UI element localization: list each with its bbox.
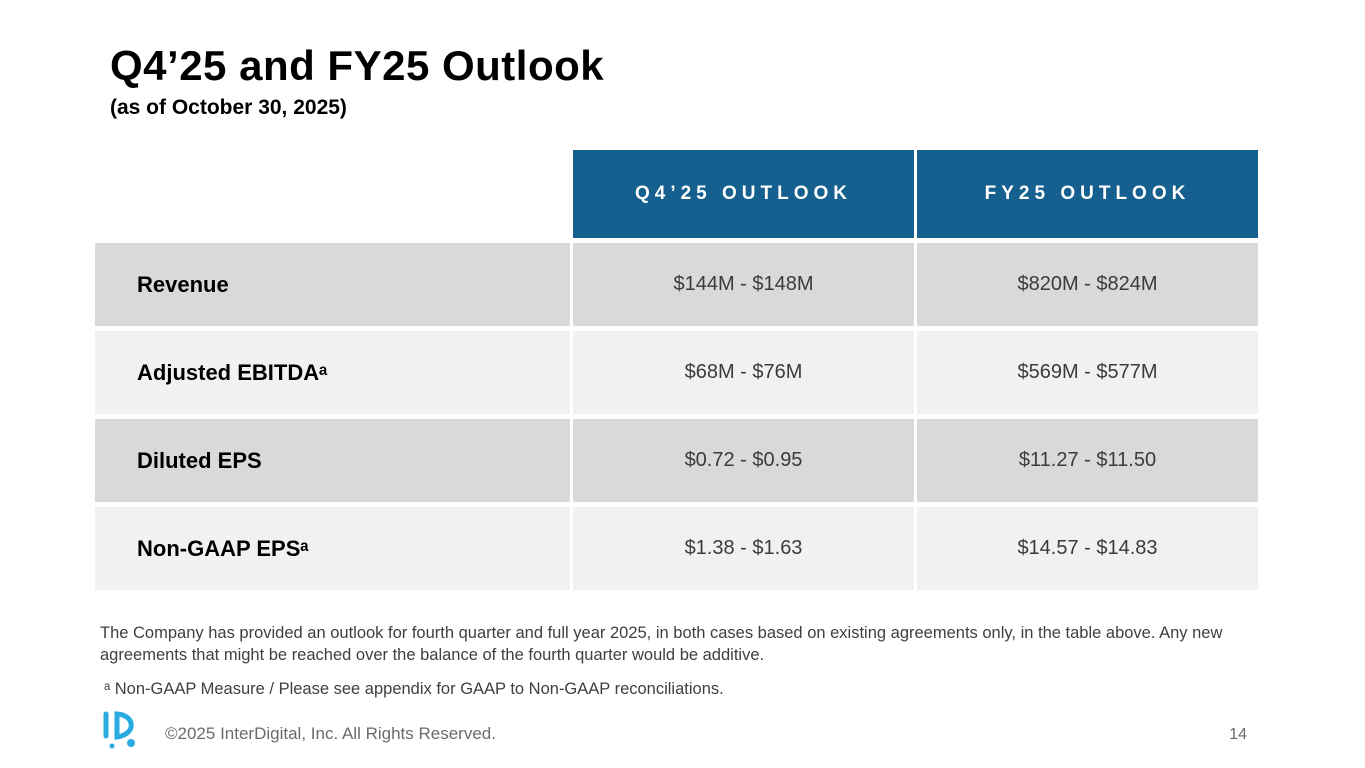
- non-gaap-footnote: ᵃ Non-GAAP Measure / Please see appendix…: [104, 680, 724, 698]
- title-block: Q4’25 and FY25 Outlook (as of October 30…: [110, 42, 604, 120]
- page-subtitle: (as of October 30, 2025): [110, 96, 347, 119]
- row-label-revenue: Revenue: [95, 243, 570, 326]
- interdigital-logo: [103, 711, 135, 749]
- copyright-text: ©2025 InterDigital, Inc. All Rights Rese…: [165, 724, 496, 743]
- row-label-adjusted-ebitda: Adjusted EBITDAᵃ: [95, 331, 570, 414]
- page-number: 14: [1229, 726, 1247, 743]
- diluted-eps-q4-value: $0.72 - $0.95: [573, 419, 914, 502]
- page-title: Q4’25 and FY25 Outlook: [110, 42, 605, 89]
- table-header-fy25: FY25 OUTLOOK: [917, 150, 1258, 238]
- diluted-eps-fy-value: $11.27 - $11.50: [917, 419, 1258, 502]
- row-label-non-gaap-eps: Non-GAAP EPSᵃ: [95, 507, 570, 590]
- table-header-empty: [95, 150, 570, 238]
- table-header-q425: Q4’25 OUTLOOK: [573, 150, 914, 238]
- revenue-q4-value: $144M - $148M: [573, 243, 914, 326]
- row-label-diluted-eps: Diluted EPS: [95, 419, 570, 502]
- footer: ©2025 InterDigital, Inc. All Rights Rese…: [0, 710, 1365, 754]
- non-gaap-eps-q4-value: $1.38 - $1.63: [573, 507, 914, 590]
- outlook-note-paragraph: The Company has provided an outlook for …: [100, 624, 1223, 665]
- adjusted-ebitda-fy-value: $569M - $577M: [917, 331, 1258, 414]
- outlook-table: Q4’25 OUTLOOK FY25 OUTLOOK Revenue $144M…: [95, 150, 1258, 590]
- non-gaap-eps-fy-value: $14.57 - $14.83: [917, 507, 1258, 590]
- revenue-fy-value: $820M - $824M: [917, 243, 1258, 326]
- adjusted-ebitda-q4-value: $68M - $76M: [573, 331, 914, 414]
